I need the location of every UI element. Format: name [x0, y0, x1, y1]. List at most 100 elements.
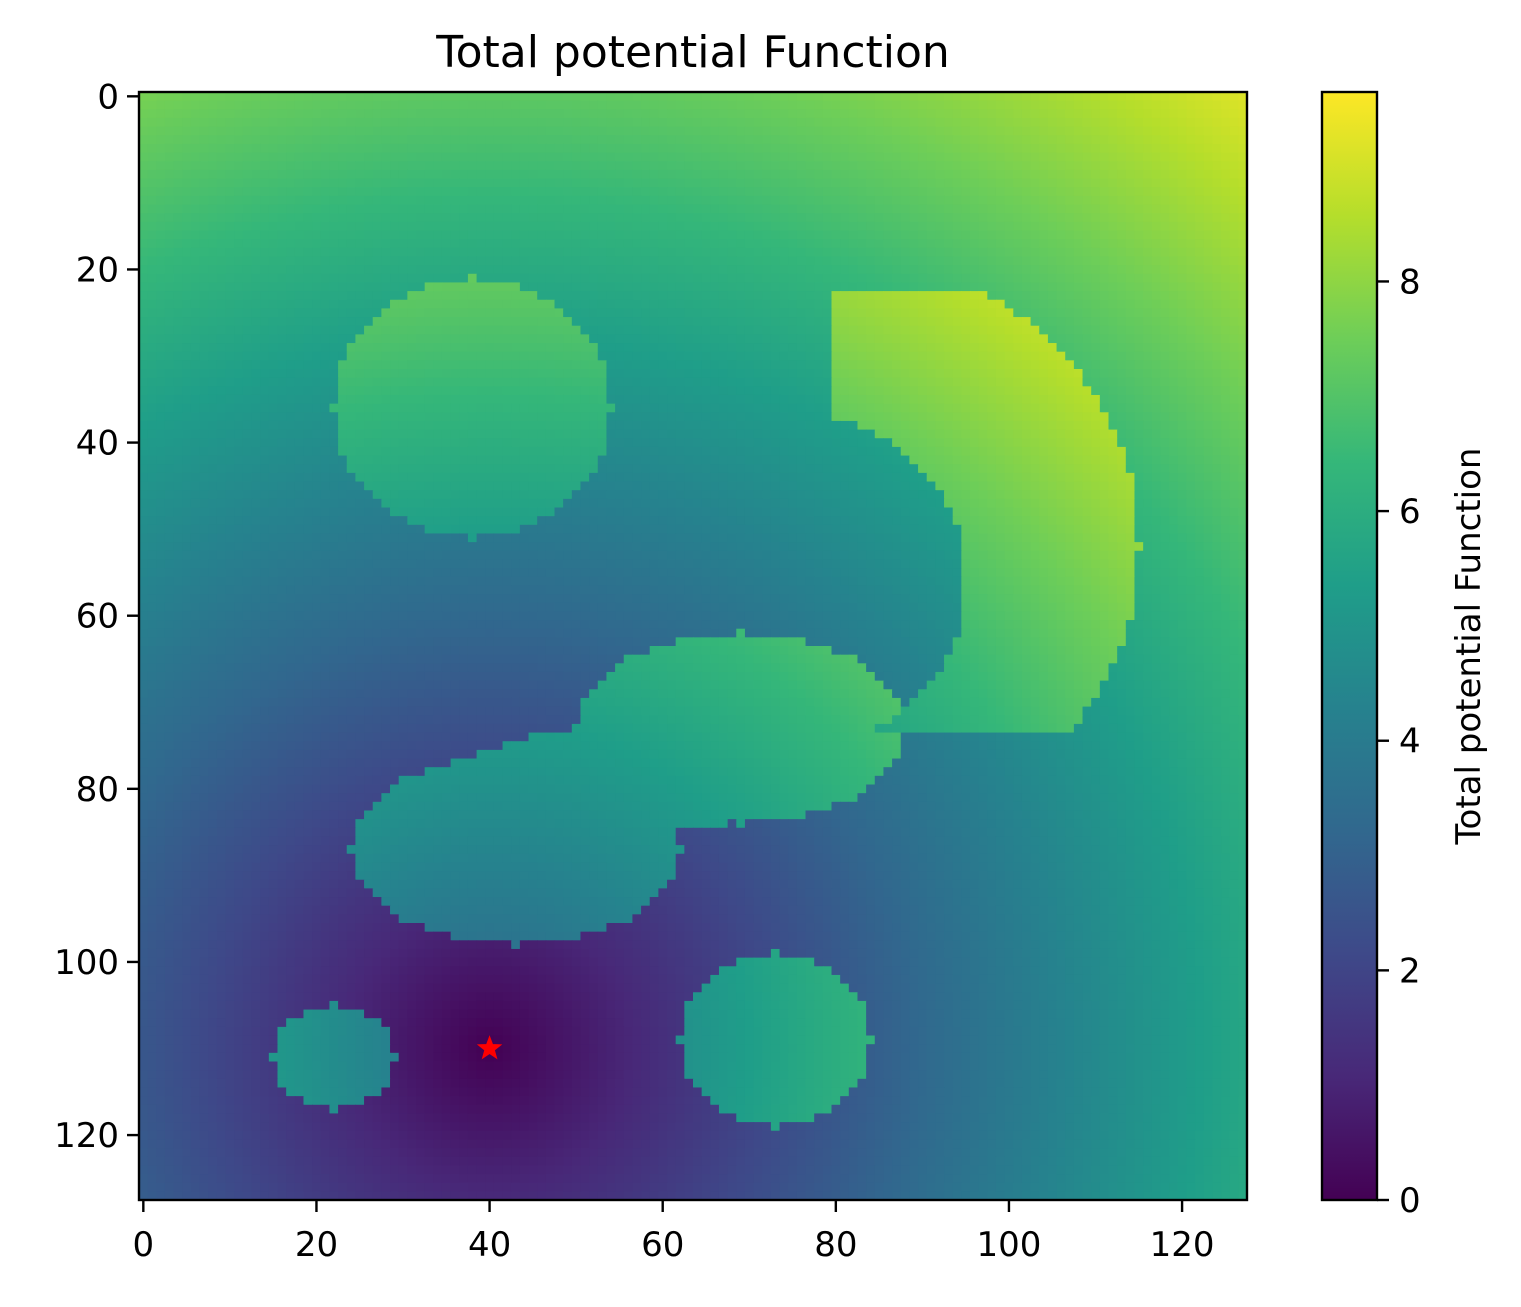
heatmap-cell: [753, 334, 763, 344]
heatmap-cell: [1091, 195, 1101, 206]
heatmap-cell: [1065, 169, 1075, 180]
heatmap-cell: [234, 221, 244, 232]
heatmap-cell: [848, 169, 859, 180]
heatmap-cell: [1169, 221, 1179, 232]
heatmap-cell: [216, 92, 227, 102]
heatmap-cell: [173, 308, 183, 318]
heatmap-cell: [753, 343, 763, 353]
heatmap-cell: [182, 230, 192, 240]
heatmap-cell: [1195, 135, 1205, 145]
heatmap-cell: [467, 299, 478, 310]
heatmap-cell: [935, 369, 945, 379]
heatmap-cell: [580, 351, 590, 361]
heatmap-cell: [961, 169, 971, 180]
heatmap-cell: [718, 273, 729, 284]
heatmap-cell: [1125, 221, 1136, 232]
heatmap-cell: [545, 239, 556, 249]
heatmap-cell: [883, 282, 893, 292]
heatmap-cell: [346, 256, 357, 266]
heatmap-cell: [1212, 256, 1222, 266]
heatmap-cell: [710, 420, 720, 431]
heatmap-cell: [909, 195, 919, 206]
heatmap-cell: [1065, 109, 1075, 119]
heatmap-cell: [571, 204, 582, 214]
heatmap-cell: [519, 92, 530, 102]
heatmap-cell: [407, 351, 417, 361]
heatmap-cell: [1229, 308, 1239, 318]
heatmap-cell: [545, 247, 556, 258]
heatmap-cell: [831, 92, 841, 102]
heatmap-cell: [667, 117, 677, 128]
heatmap-cell: [147, 403, 157, 413]
heatmap-cell: [493, 256, 504, 266]
heatmap-cell: [649, 265, 659, 275]
heatmap-cell: [926, 265, 936, 275]
heatmap-cell: [1073, 377, 1084, 387]
heatmap-cell: [744, 343, 755, 353]
heatmap-cell: [1056, 230, 1066, 240]
heatmap-cell: [667, 308, 677, 318]
heatmap-cell: [286, 143, 296, 154]
heatmap-cell: [173, 394, 183, 405]
heatmap-cell: [1186, 343, 1196, 353]
heatmap-cell: [753, 325, 763, 335]
heatmap-cell: [1021, 412, 1032, 422]
heatmap-cell: [1108, 351, 1118, 361]
heatmap-cell: [1134, 351, 1144, 361]
heatmap-cell: [303, 386, 313, 396]
heatmap-cell: [493, 117, 504, 128]
heatmap-cell: [433, 187, 443, 197]
heatmap-cell: [450, 187, 460, 197]
heatmap-cell: [493, 195, 504, 206]
heatmap-cell: [277, 256, 287, 266]
heatmap-cell: [199, 291, 209, 301]
heatmap-cell: [182, 273, 192, 284]
heatmap-cell: [286, 420, 296, 431]
heatmap-cell: [892, 420, 902, 431]
heatmap-cell: [658, 420, 668, 431]
heatmap-cell: [770, 152, 781, 162]
heatmap-cell: [372, 161, 382, 171]
heatmap-cell: [329, 308, 339, 318]
heatmap-cell: [139, 109, 149, 119]
heatmap-cell: [381, 213, 391, 223]
heatmap-cell: [874, 412, 885, 422]
heatmap-cell: [623, 143, 634, 154]
heatmap-cell: [242, 117, 253, 128]
heatmap-cell: [744, 178, 755, 188]
heatmap-cell: [164, 420, 175, 431]
heatmap-cell: [874, 360, 885, 370]
heatmap-cell: [641, 100, 651, 110]
heatmap-cell: [1160, 204, 1170, 214]
heatmap-cell: [580, 126, 590, 136]
heatmap-cell: [312, 247, 322, 258]
heatmap-cell: [398, 386, 408, 396]
heatmap-cell: [511, 386, 521, 396]
heatmap-cell: [641, 334, 651, 344]
heatmap-cell: [831, 360, 841, 370]
heatmap-cell: [1117, 152, 1127, 162]
heatmap-cell: [346, 178, 357, 188]
heatmap-cell: [935, 100, 945, 110]
heatmap-cell: [649, 169, 659, 180]
heatmap-cell: [1177, 403, 1188, 413]
heatmap-cell: [814, 187, 824, 197]
heatmap-cell: [918, 343, 928, 353]
heatmap-cell: [1229, 117, 1239, 128]
heatmap-cell: [294, 169, 305, 180]
heatmap-cell: [260, 403, 270, 413]
heatmap-cell: [822, 204, 833, 214]
heatmap-cell: [537, 109, 547, 119]
heatmap-cell: [597, 308, 608, 318]
heatmap-cell: [459, 178, 469, 188]
heatmap-cell: [407, 265, 417, 275]
heatmap-cell: [407, 230, 417, 240]
heatmap-cell: [580, 221, 590, 232]
heatmap-cell: [970, 265, 980, 275]
heatmap-cell: [961, 92, 971, 102]
heatmap-cell: [156, 343, 166, 353]
heatmap-cell: [753, 317, 763, 327]
heatmap-cell: [563, 343, 573, 353]
heatmap-cell: [476, 403, 486, 413]
heatmap-cell: [580, 282, 590, 292]
